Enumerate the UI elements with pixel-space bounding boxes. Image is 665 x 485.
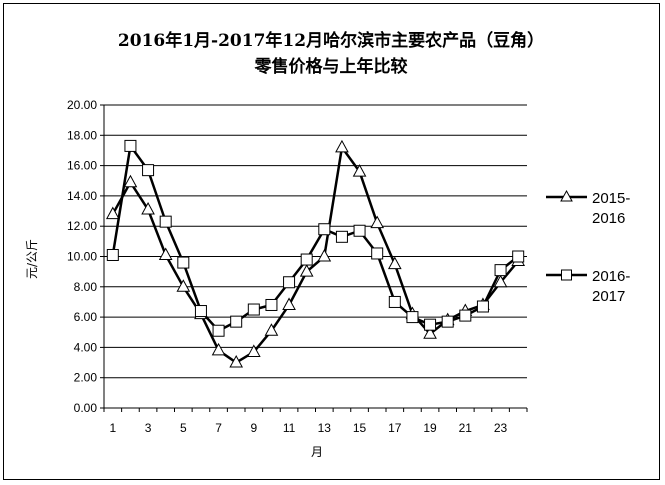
x-tick-label: 11: [283, 421, 296, 435]
point-square-2016-2017: [512, 250, 525, 263]
legend-label-2015-2016-line2: 2016: [592, 210, 625, 227]
chart-frame: 2016年1月-2017年12月哈尔滨市主要农产品（豆角） 零售价格与上年比较 …: [3, 3, 660, 480]
point-triangle-2015-2016: [264, 323, 279, 336]
y-tick-label: 14.00: [67, 189, 97, 203]
point-square-2016-2017: [247, 303, 260, 316]
x-tick-label: 21: [459, 421, 473, 435]
point-square-2016-2017: [177, 256, 190, 269]
axes: [100, 104, 528, 412]
point-triangle-2015-2016: [123, 174, 138, 188]
point-square-2016-2017: [494, 264, 507, 277]
point-square-2016-2017: [353, 224, 366, 237]
point-triangle-2015-2016: [229, 355, 244, 368]
x-tick-label: 1: [109, 421, 116, 435]
y-axis-label: 元/公斤: [25, 239, 39, 279]
y-tick-label: 12.00: [67, 219, 97, 233]
point-triangle-2015-2016: [335, 139, 349, 153]
point-triangle-2015-2016: [493, 274, 508, 288]
point-triangle-2015-2016: [105, 206, 120, 220]
point-square-2016-2017: [388, 295, 401, 308]
gridlines: [104, 104, 527, 379]
series-group: [105, 139, 526, 368]
chart-title-line2: 零售价格与上年比较: [254, 56, 408, 77]
point-triangle-2015-2016: [282, 297, 296, 310]
point-square-2016-2017: [194, 305, 207, 318]
x-tick-label: 13: [318, 421, 332, 435]
y-tick-label: 6.00: [74, 310, 98, 324]
x-tick-label: 9: [250, 421, 257, 435]
point-square-2016-2017: [335, 230, 348, 243]
point-square-2016-2017: [318, 223, 331, 236]
point-square-2016-2017: [159, 215, 172, 228]
legend: 2015- 2016 2016- 2017: [546, 189, 630, 305]
point-square-2016-2017: [300, 253, 313, 266]
point-square-2016-2017: [371, 247, 384, 260]
legend-item-2016-2017: 2016- 2017: [546, 268, 630, 305]
point-square-2016-2017: [124, 139, 137, 152]
y-tick-label: 2.00: [74, 371, 98, 385]
point-triangle-2015-2016: [211, 342, 226, 356]
y-tick-label: 18.00: [67, 128, 97, 142]
point-square-2016-2017: [459, 309, 472, 322]
y-tick-label: 8.00: [74, 280, 98, 294]
legend-marker-triangle: [560, 189, 573, 202]
y-tick-label: 0.00: [74, 401, 98, 415]
legend-label-2015-2016-line1: 2015-: [592, 190, 630, 207]
point-square-2016-2017: [476, 300, 489, 313]
x-axis-label: 月: [311, 445, 323, 459]
point-triangle-2015-2016: [158, 247, 173, 260]
x-tick-label: 23: [494, 421, 508, 435]
legend-item-2015-2016: 2015- 2016: [546, 189, 630, 227]
legend-marker-square: [561, 269, 572, 281]
point-square-2016-2017: [406, 311, 419, 324]
x-tick-label: 5: [180, 421, 187, 435]
chart-title-line1: 2016年1月-2017年12月哈尔滨市主要农产品（豆角）: [118, 30, 544, 51]
point-square-2016-2017: [212, 324, 225, 337]
point-triangle-2015-2016: [317, 248, 332, 262]
point-triangle-2015-2016: [423, 326, 437, 339]
y-tick-label: 16.00: [67, 159, 97, 173]
point-triangle-2015-2016: [141, 201, 155, 215]
point-square-2016-2017: [441, 315, 454, 328]
series-line-2015-2016: [111, 146, 520, 364]
point-triangle-2015-2016: [299, 264, 314, 277]
tick-labels: 0.00 2.00 4.00 6.00 8.00 10.00 12.00 14.00 16.00…: [67, 98, 508, 435]
point-square-2016-2017: [265, 298, 278, 311]
point-triangle-2015-2016: [387, 256, 402, 270]
x-tick-label: 3: [145, 421, 152, 435]
point-triangle-2015-2016: [370, 215, 385, 229]
point-triangle-2015-2016: [352, 164, 367, 177]
y-tick-label: 20.00: [67, 98, 97, 112]
point-triangle-2015-2016: [176, 279, 191, 292]
point-square-2016-2017: [230, 315, 243, 328]
x-tick-label: 19: [423, 421, 437, 435]
point-square-2016-2017: [142, 164, 155, 177]
series-line-2016-2017: [111, 144, 519, 332]
x-tick-label: 7: [215, 421, 222, 435]
point-square-2016-2017: [283, 276, 296, 289]
point-square-2016-2017: [106, 248, 119, 261]
x-tick-label: 17: [388, 421, 402, 435]
line-chart: 2016年1月-2017年12月哈尔滨市主要农产品（豆角） 零售价格与上年比较 …: [25, 30, 630, 459]
point-square-2016-2017: [424, 318, 437, 331]
y-tick-label: 4.00: [74, 340, 98, 354]
legend-label-2016-2017-line2: 2017: [592, 288, 625, 305]
point-triangle-2015-2016: [246, 344, 261, 357]
y-tick-label: 10.00: [67, 250, 97, 264]
x-tick-label: 15: [353, 421, 367, 435]
legend-label-2016-2017-line1: 2016-: [592, 268, 630, 285]
